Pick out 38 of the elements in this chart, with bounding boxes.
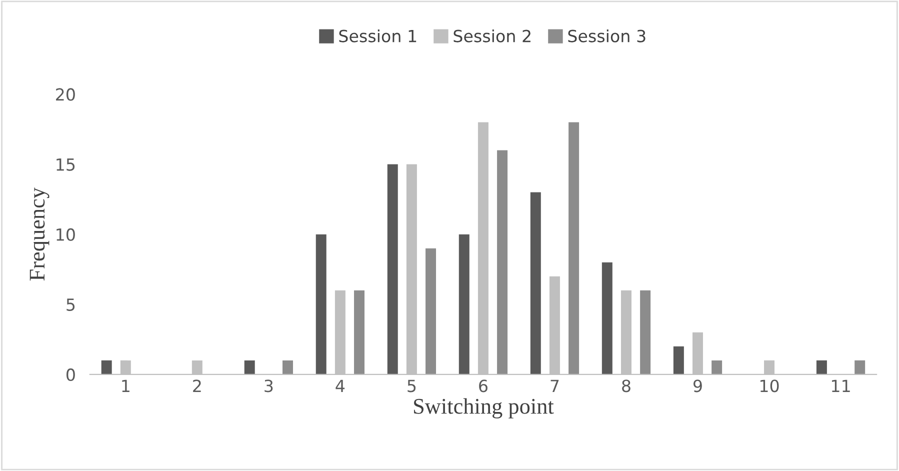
y-tick-label: 10 xyxy=(56,228,75,241)
x-tick-label: 1 xyxy=(122,380,130,392)
x-axis-title: Switching point xyxy=(414,398,554,418)
x-tick-label: 4 xyxy=(336,380,345,392)
bar xyxy=(530,192,541,374)
bar xyxy=(673,346,684,374)
x-tick-label: 3 xyxy=(264,380,273,392)
bar xyxy=(497,150,508,374)
y-tick-label: 20 xyxy=(56,88,75,101)
bar xyxy=(458,234,470,374)
x-tick-label: 11 xyxy=(832,380,850,392)
x-tick-label: 10 xyxy=(760,380,779,392)
bar xyxy=(101,360,112,374)
legend-label: Session 2 xyxy=(454,29,530,42)
bar xyxy=(426,248,436,374)
x-tick-label: 7 xyxy=(550,380,559,392)
bar xyxy=(316,234,326,374)
bar xyxy=(568,122,580,374)
x-tick-label: 9 xyxy=(693,380,702,392)
bar xyxy=(854,360,866,374)
bar xyxy=(640,290,651,374)
bar xyxy=(602,262,612,374)
x-tick-label: 8 xyxy=(622,380,630,392)
x-tick-label: 2 xyxy=(193,380,201,392)
legend-label: Session 1 xyxy=(339,29,416,42)
x-tick-label: 5 xyxy=(408,380,416,392)
y-tick-label: 0 xyxy=(66,368,75,382)
y-axis-title: Frequency xyxy=(30,188,50,281)
bar xyxy=(354,290,365,374)
bar xyxy=(816,360,827,374)
legend-label: Session 3 xyxy=(568,29,646,42)
bar xyxy=(282,360,293,374)
y-tick-label: 5 xyxy=(66,298,75,311)
y-tick-label: 15 xyxy=(56,158,75,171)
bar xyxy=(712,360,722,374)
bar xyxy=(244,360,255,374)
bar xyxy=(387,164,398,374)
x-tick-label: 6 xyxy=(479,380,488,392)
